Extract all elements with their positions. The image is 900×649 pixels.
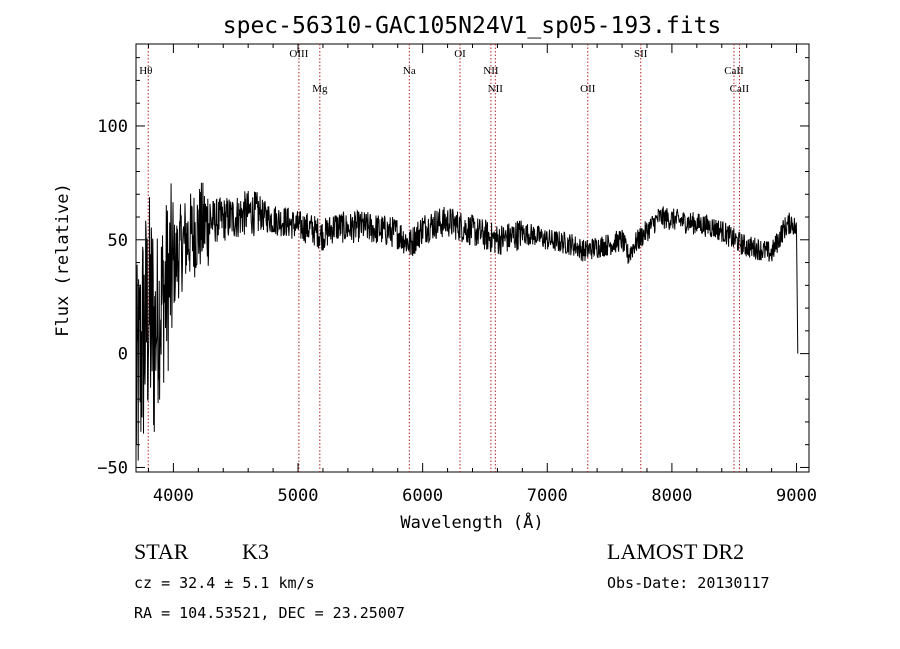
chart-title: spec-56310-GAC105N24V1_sp05-193.fits <box>223 13 722 39</box>
line-label-5: NII <box>483 65 499 77</box>
x-tick-label: 8000 <box>651 486 692 506</box>
y-tick-label: 50 <box>108 231 128 251</box>
x-tick-label: 6000 <box>402 486 443 506</box>
y-tick-label: −50 <box>97 458 128 478</box>
line-label-7: OII <box>580 83 596 95</box>
line-label-6: NII <box>488 83 504 95</box>
y-tick-label: 100 <box>97 117 128 137</box>
coordinates-text: RA = 104.53521, DEC = 23.25007 <box>134 604 405 622</box>
x-axis-label: Wavelength (Å) <box>400 511 543 533</box>
line-label-9: CaII <box>724 65 744 77</box>
spectrum-trace <box>135 182 799 461</box>
line-label-8: SII <box>634 48 648 60</box>
line-label-3: Na <box>403 65 416 77</box>
obs-date: Obs-Date: 20130117 <box>607 574 770 592</box>
object-type: STAR <box>134 539 189 564</box>
line-label-2: Mg <box>312 83 328 95</box>
axis-ticks: 4000 5000 6000 7000 8000 9000 −50 0 50 100 <box>97 44 817 506</box>
plot-frame <box>135 43 810 473</box>
y-tick-label: 0 <box>118 345 128 365</box>
emission-line-markers: Hθ OIII Mg Na OI NII NII OII SII CaII CaII <box>139 44 750 472</box>
spectrum-line <box>135 182 799 461</box>
line-label-0: Hθ <box>139 65 152 77</box>
line-label-1: OIII <box>289 48 308 60</box>
x-tick-label: 5000 <box>278 486 319 506</box>
survey-name: LAMOST DR2 <box>607 539 745 564</box>
line-label-10: CaII <box>730 83 750 95</box>
redshift-text: cz = 32.4 ± 5.1 km/s <box>134 574 315 592</box>
y-axis-label: Flux (relative) <box>53 183 73 337</box>
object-subclass: K3 <box>242 539 269 564</box>
x-tick-label: 4000 <box>153 486 194 506</box>
line-label-4: OI <box>454 48 466 60</box>
x-tick-label: 9000 <box>776 486 817 506</box>
x-tick-label: 7000 <box>527 486 568 506</box>
